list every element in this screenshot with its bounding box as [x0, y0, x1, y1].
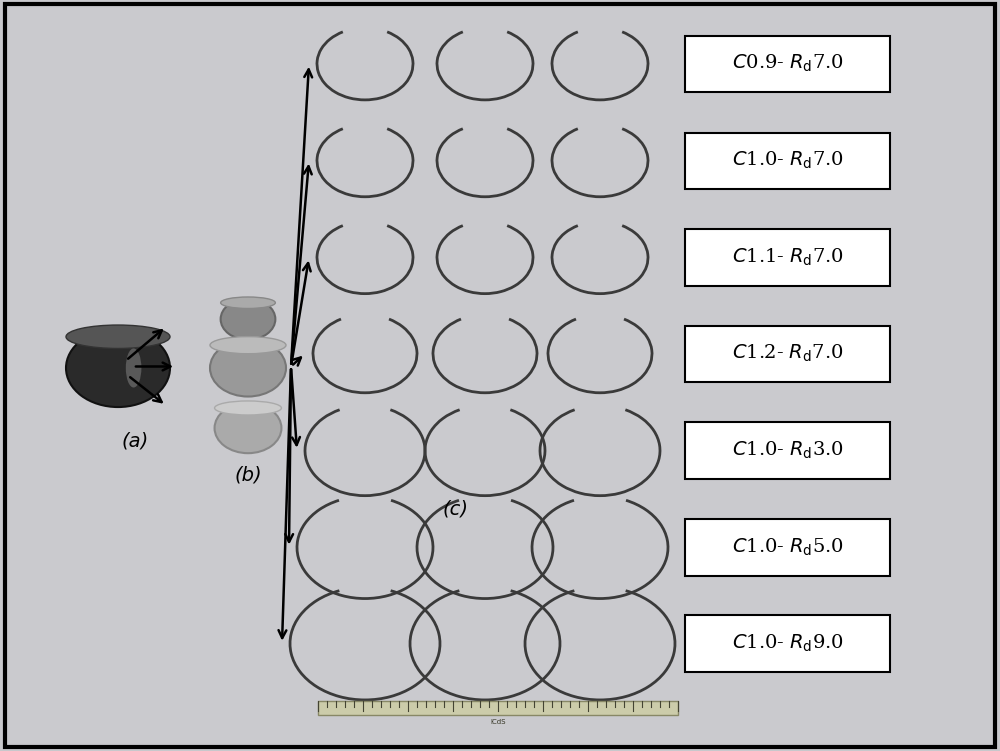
Ellipse shape: [126, 348, 141, 388]
Ellipse shape: [215, 401, 281, 415]
Bar: [685, 132, 890, 189]
Text: $\mathit{C}$1.0- $\mathit{R}_\mathrm{d}$3.0: $\mathit{C}$1.0- $\mathit{R}_\mathrm{d}$…: [732, 440, 843, 461]
Circle shape: [221, 299, 275, 339]
Circle shape: [66, 329, 170, 407]
Bar: [685, 35, 890, 92]
Text: $\mathit{C}$1.0- $\mathit{R}_\mathrm{d}$9.0: $\mathit{C}$1.0- $\mathit{R}_\mathrm{d}$…: [732, 633, 843, 654]
Circle shape: [210, 339, 286, 397]
Text: lCdS: lCdS: [490, 719, 506, 725]
Bar: [685, 230, 890, 285]
Text: $\mathit{C}$1.0- $\mathit{R}_\mathrm{d}$5.0: $\mathit{C}$1.0- $\mathit{R}_\mathrm{d}$…: [732, 537, 843, 558]
Ellipse shape: [66, 325, 170, 348]
Bar: [685, 325, 890, 382]
Text: $\mathit{C}$0.9- $\mathit{R}_\mathrm{d}$7.0: $\mathit{C}$0.9- $\mathit{R}_\mathrm{d}$…: [732, 53, 843, 74]
Ellipse shape: [221, 297, 275, 309]
Text: (a): (a): [121, 432, 149, 451]
Bar: [318, 701, 678, 715]
Text: $\mathit{C}$1.1- $\mathit{R}_\mathrm{d}$7.0: $\mathit{C}$1.1- $\mathit{R}_\mathrm{d}$…: [732, 247, 843, 268]
Ellipse shape: [210, 336, 286, 354]
Text: (c): (c): [442, 499, 468, 518]
Text: $\mathit{C}$1.0- $\mathit{R}_\mathrm{d}$7.0: $\mathit{C}$1.0- $\mathit{R}_\mathrm{d}$…: [732, 150, 843, 171]
Bar: [685, 616, 890, 671]
Bar: [685, 520, 890, 575]
Bar: [685, 422, 890, 479]
Text: (b): (b): [234, 466, 262, 484]
Circle shape: [215, 403, 281, 453]
Text: $\mathit{C}$1.2- $\mathit{R}_\mathrm{d}$7.0: $\mathit{C}$1.2- $\mathit{R}_\mathrm{d}$…: [732, 343, 843, 364]
